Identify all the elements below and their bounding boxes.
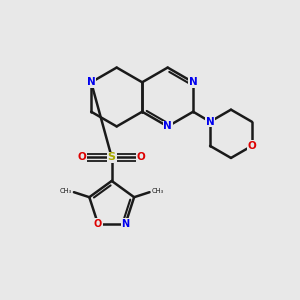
Text: N: N — [122, 218, 130, 229]
Text: N: N — [87, 77, 95, 87]
Text: O: O — [78, 152, 87, 162]
Text: O: O — [137, 152, 146, 162]
Text: N: N — [189, 77, 197, 87]
Text: CH₃: CH₃ — [152, 188, 164, 194]
Text: N: N — [206, 117, 214, 127]
Text: CH₃: CH₃ — [59, 188, 72, 194]
Text: N: N — [163, 122, 172, 131]
Text: S: S — [108, 152, 116, 162]
Text: O: O — [94, 218, 102, 229]
Text: O: O — [248, 141, 256, 151]
